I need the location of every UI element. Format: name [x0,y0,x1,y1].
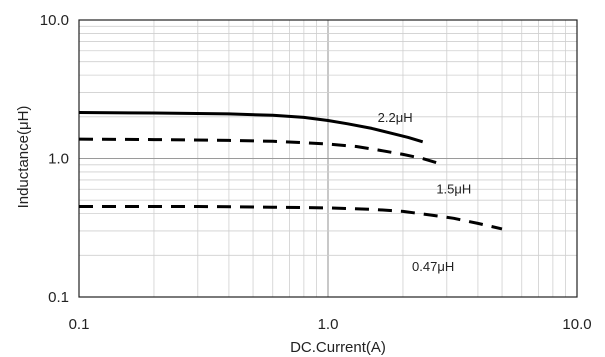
series-line-0 [78,111,424,144]
series-label-2: 0.47μH [412,259,454,274]
plot-frame [78,19,578,298]
x-tick-label: 10.0 [562,316,591,333]
y-tick-label: 0.1 [48,289,69,306]
series-label-1: 1.5μH [436,182,471,197]
x-axis-title: DC.Current(A) [290,339,386,356]
series-label-0: 2.2μH [378,110,413,125]
grid [79,20,577,297]
y-axis-title: Inductance(μH) [15,106,32,209]
x-tick-label: 1.0 [318,316,339,333]
tick-labels: 0.1 1.0 10.0 10.0 1.0 0.1 [40,12,592,333]
series [78,111,503,231]
x-tick-label: 0.1 [69,316,90,333]
series-line-2 [79,205,503,231]
y-tick-label: 10.0 [40,12,69,29]
series-labels: 2.2μH 1.5μH 0.47μH [378,110,472,274]
series-line-1 [78,137,440,165]
y-tick-label: 1.0 [48,151,69,168]
